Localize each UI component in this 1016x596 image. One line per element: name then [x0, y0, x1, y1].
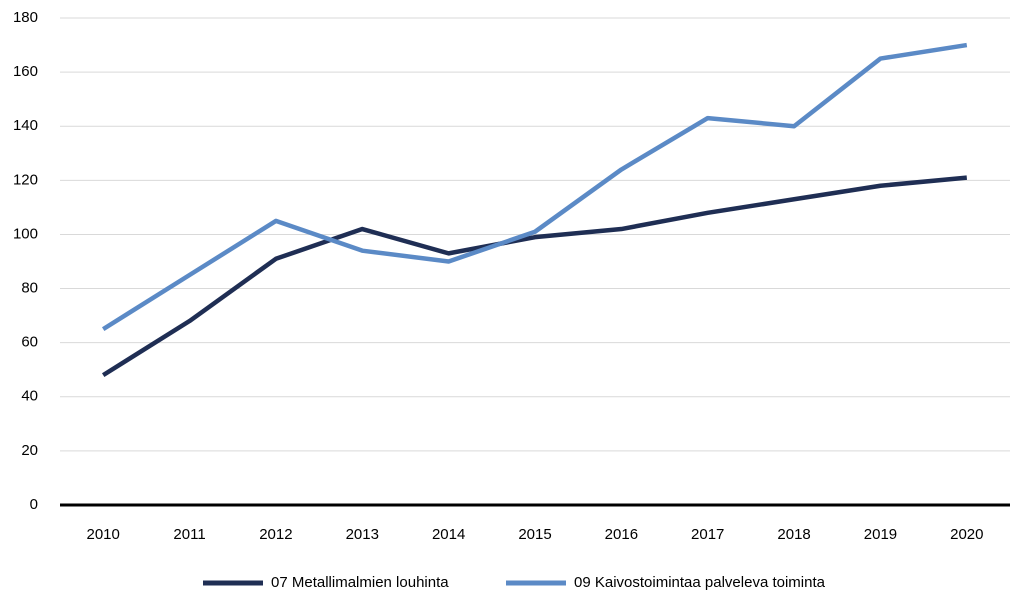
- x-tick-label: 2016: [605, 526, 638, 543]
- y-tick-label: 180: [13, 9, 38, 26]
- x-tick-label: 2013: [346, 526, 379, 543]
- y-tick-label: 140: [13, 117, 38, 134]
- x-tick-label: 2010: [86, 526, 119, 543]
- y-tick-label: 120: [13, 171, 38, 188]
- y-tick-label: 40: [21, 388, 38, 405]
- x-tick-label: 2020: [950, 526, 983, 543]
- x-tick-label: 2011: [173, 526, 205, 543]
- y-tick-label: 60: [21, 334, 38, 351]
- y-tick-label: 100: [13, 225, 38, 242]
- x-tick-label: 2014: [432, 526, 465, 543]
- line-series: [101, 42, 968, 332]
- legend-label: 07 Metallimalmien louhinta: [271, 574, 449, 591]
- y-tick-label: 20: [21, 442, 38, 459]
- x-tick-label: 2018: [777, 526, 810, 543]
- y-tick-label: 0: [30, 496, 38, 513]
- line-series: [101, 175, 968, 378]
- x-tick-label: 2019: [864, 526, 897, 543]
- x-tick-label: 2015: [518, 526, 551, 543]
- y-tick-label: 80: [21, 280, 38, 297]
- legend-label: 09 Kaivostoimintaa palveleva toiminta: [574, 574, 826, 591]
- x-tick-label: 2017: [691, 526, 724, 543]
- y-tick-label: 160: [13, 63, 38, 80]
- x-tick-label: 2012: [259, 526, 292, 543]
